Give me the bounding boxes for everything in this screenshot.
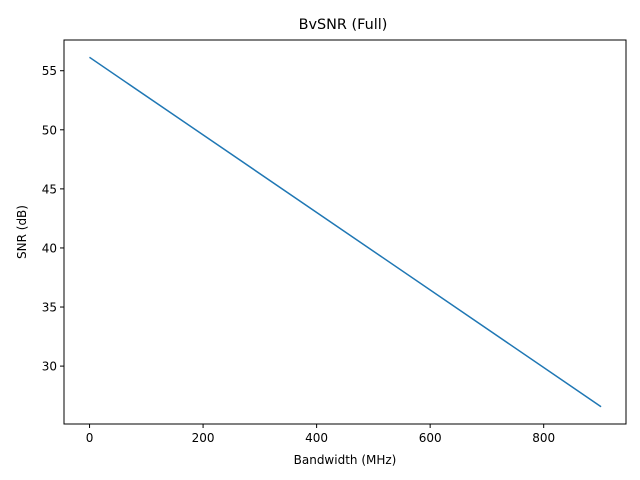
x-axis: 0 200 400 600 800 (86, 424, 555, 445)
y-tick-label: 55 (42, 64, 57, 78)
x-tick-label: 0 (86, 431, 94, 445)
y-tick-label: 35 (42, 301, 57, 315)
x-tick-label: 800 (532, 431, 555, 445)
y-tick-label: 40 (42, 241, 57, 255)
plot-area (63, 39, 627, 425)
series-layer (89, 56, 602, 408)
series-line (89, 56, 602, 408)
y-tick-label: 45 (42, 182, 57, 196)
plot-frame (63, 39, 627, 425)
y-tick-label: 50 (42, 123, 57, 137)
y-axis-label: SNR (dB) (15, 205, 29, 259)
y-axis: 30 35 40 45 50 55 (42, 64, 64, 374)
x-tick-label: 600 (419, 431, 442, 445)
x-tick-label: 200 (192, 431, 215, 445)
y-tick-label: 30 (42, 360, 57, 374)
x-axis-label: Bandwidth (MHz) (294, 453, 397, 467)
x-tick-label: 400 (305, 431, 328, 445)
chart-title: BvSNR (Full) (299, 17, 388, 33)
